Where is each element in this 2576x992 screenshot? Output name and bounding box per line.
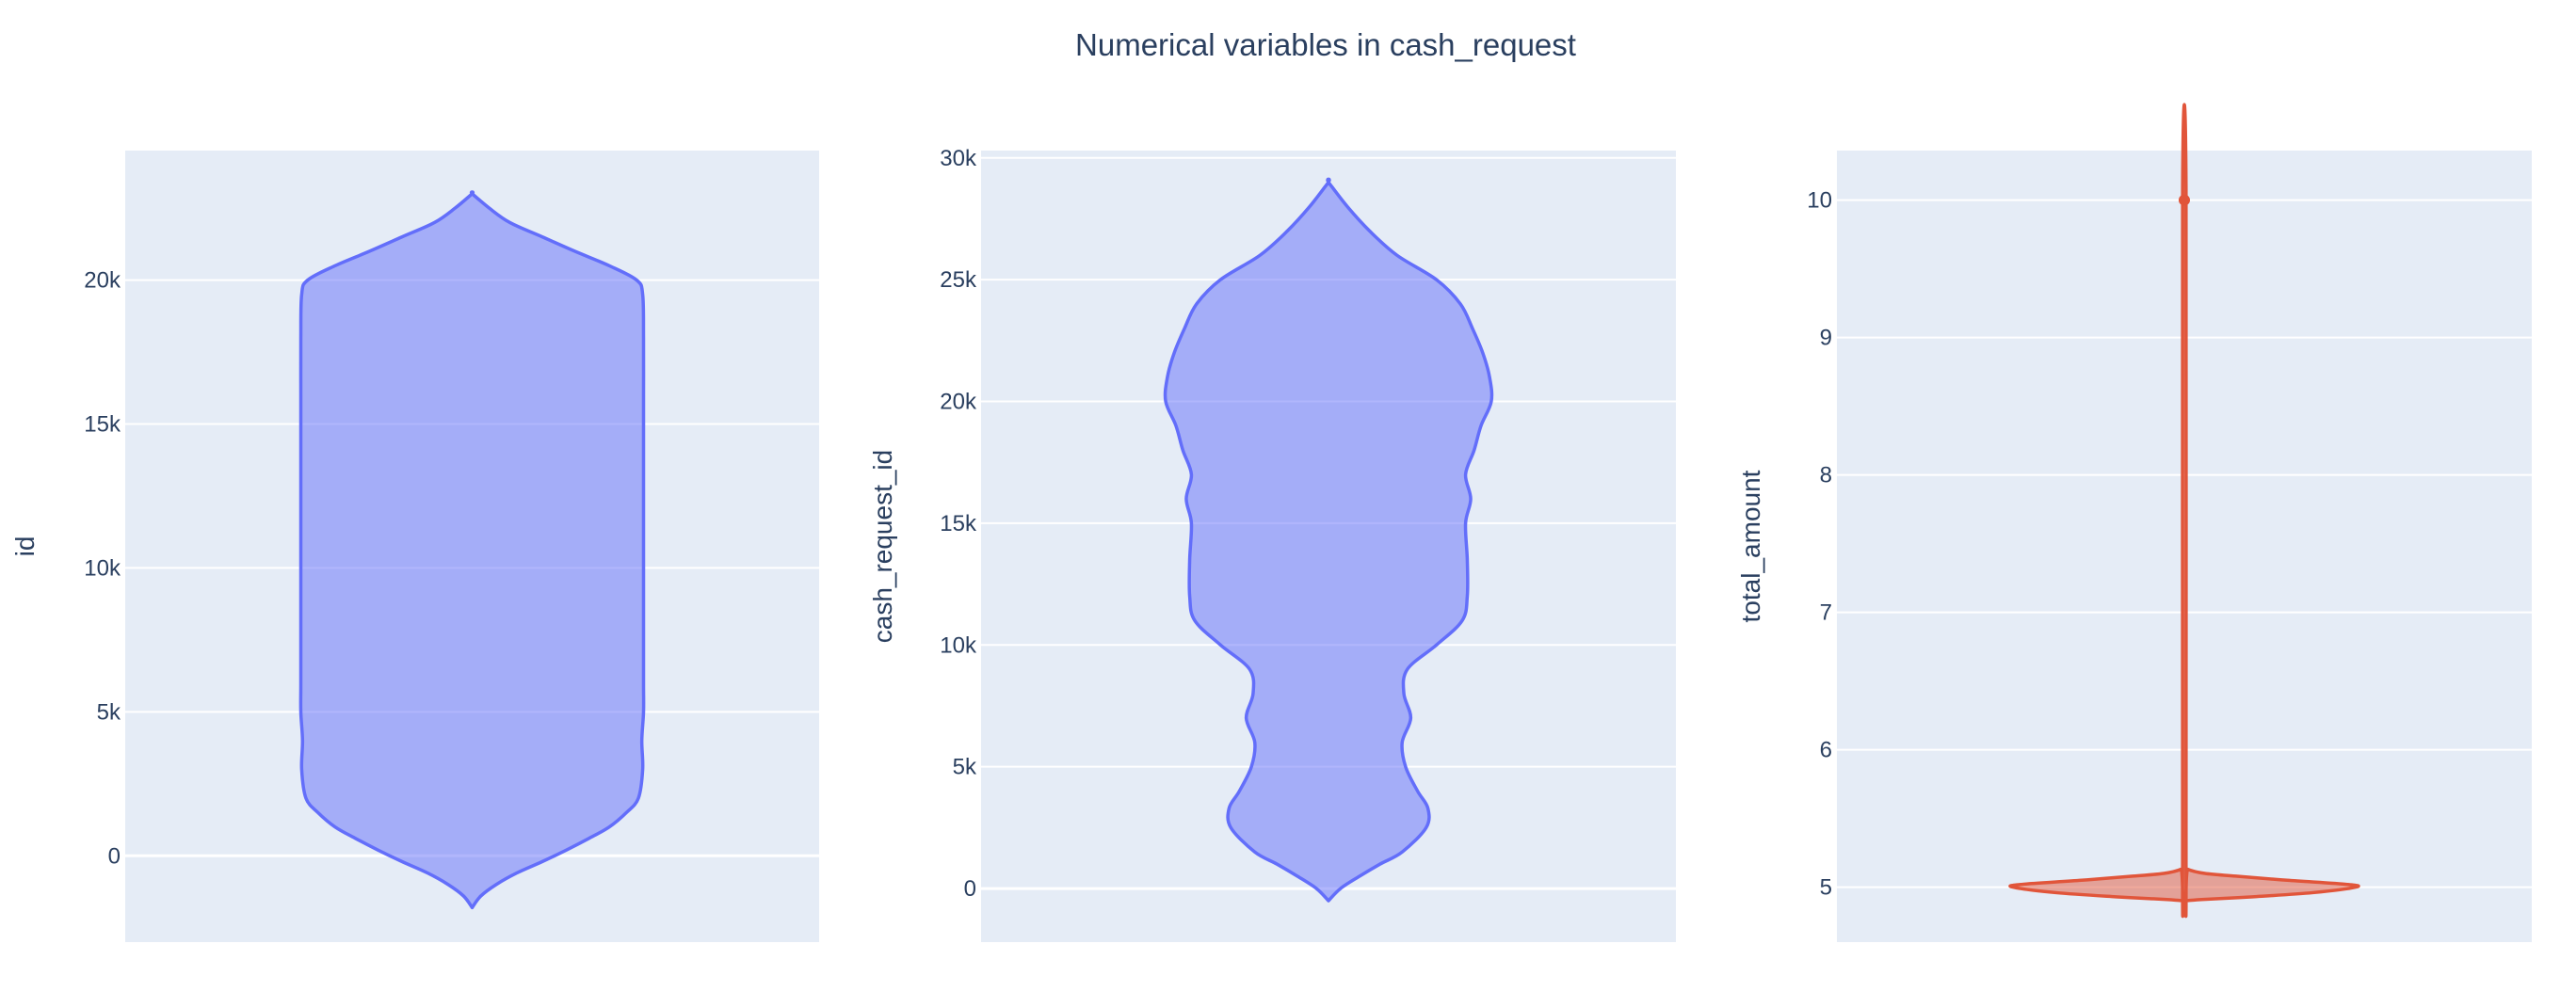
y-tick-label: 5k (97, 699, 121, 725)
y-tick-label: 30k (940, 146, 977, 171)
violin-shape (2008, 103, 2360, 919)
y-tick-label: 5k (953, 755, 977, 780)
y-tick-label: 5 (1820, 875, 1832, 901)
y-tick-label: 8 (1820, 463, 1832, 488)
y-tick-label: 25k (940, 267, 977, 293)
outlier-point (2179, 194, 2190, 206)
y-tick-label: 10k (84, 555, 121, 581)
y-tick-label: 6 (1820, 738, 1832, 763)
subplots: 0 5k 10k 15k 20k id 0 5k 10k 15k 20k 25k 30k cash_req… (10, 103, 2532, 942)
y-tick-label: 9 (1820, 326, 1832, 351)
y-tick-label: 20k (84, 268, 121, 294)
violin-shape (1163, 177, 1494, 903)
y-tick-label: 0 (108, 843, 121, 869)
y-axis-title: cash_request_id (868, 450, 897, 643)
y-tick-label: 20k (940, 390, 977, 415)
y-axis-title: total_amount (1736, 470, 1765, 622)
y-tick-label: 15k (940, 511, 977, 536)
y-tick-label: 10k (940, 632, 977, 658)
subplot-1: 0 5k 10k 15k 20k id (10, 151, 819, 942)
violin-shape (298, 190, 646, 910)
y-tick-label: 0 (964, 876, 976, 902)
subplot-2: 0 5k 10k 15k 20k 25k 30k cash_request_id (868, 146, 1676, 942)
y-axis-title: id (10, 536, 40, 557)
y-tick-label: 7 (1820, 600, 1832, 626)
y-tick-label: 15k (84, 412, 121, 438)
subplot-3: 5 6 7 8 9 10 total_amount (1736, 103, 2532, 942)
y-tick-label: 10 (1807, 188, 1832, 214)
chart-title: Numerical variables in cash_request (1075, 27, 1576, 62)
